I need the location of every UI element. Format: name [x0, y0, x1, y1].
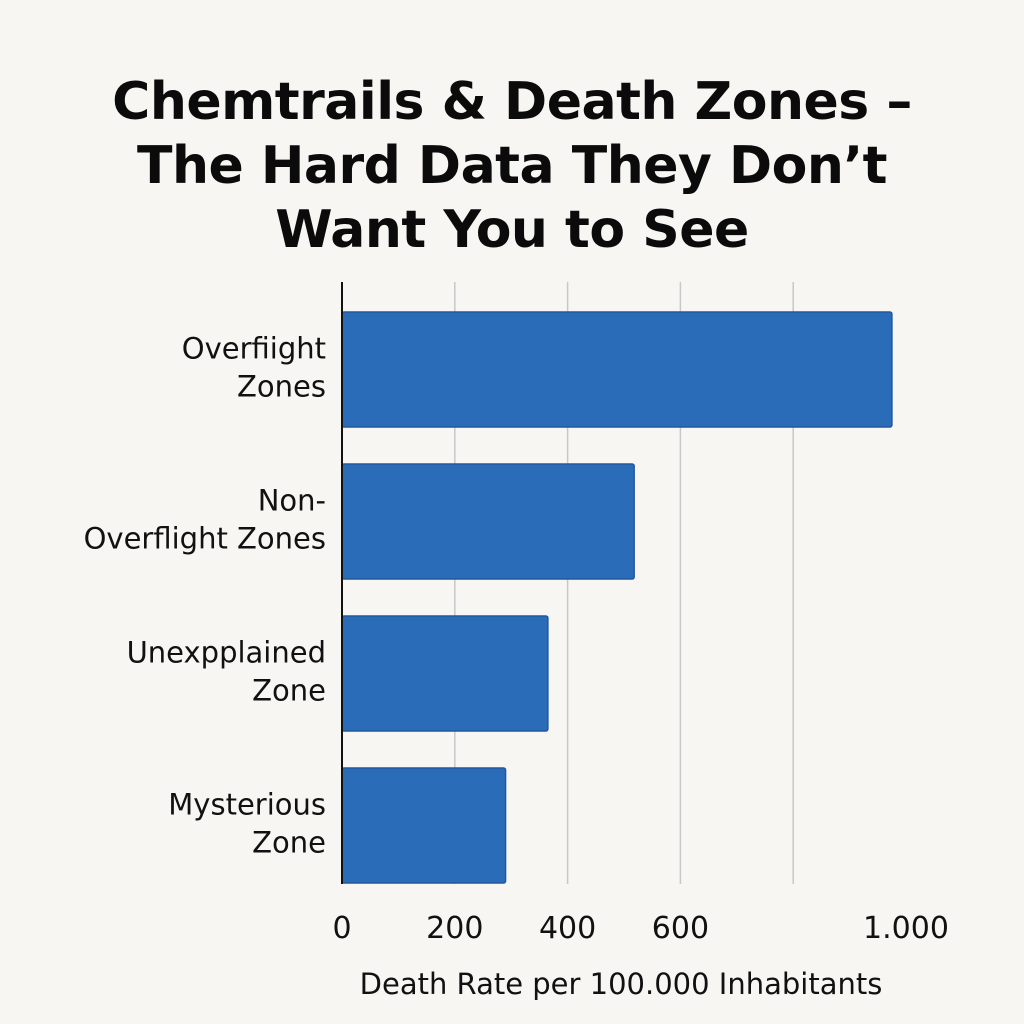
category-label-1: Non- Overflight Zones — [84, 484, 326, 556]
x-tick-label-1: 200 — [426, 911, 483, 946]
category-label-3-line-0: Mysterious — [168, 788, 326, 822]
category-label-2-line-0: Unexpplained — [127, 636, 326, 670]
bar-0 — [341, 311, 893, 428]
chart-title-line-3: Want You to See — [275, 199, 749, 260]
category-label-1-line-0: Non- — [258, 484, 326, 518]
chart-title: Chemtrails & Death Zones – The Hard Data… — [40, 71, 984, 263]
x-tick-label-2: 400 — [539, 911, 596, 946]
chart-title-line-1: Chemtrails & Death Zones – — [112, 71, 912, 132]
category-label-0-line-0: Overfiight — [182, 332, 326, 366]
category-label-2-line-1: Zone — [252, 674, 326, 708]
x-tick-label-4: 1.000 — [863, 911, 949, 946]
category-label-3-line-1: Zone — [252, 826, 326, 860]
category-label-0: Overfiight Zones — [182, 332, 326, 404]
category-label-1-line-1: Overflight Zones — [84, 522, 326, 556]
x-tick-label-0: 0 — [332, 911, 351, 946]
x-axis-label: Death Rate per 100.000 Inhabitants — [360, 967, 883, 1001]
chart-title-line-2: The Hard Data They Don’t — [136, 135, 888, 196]
bar-3 — [341, 767, 507, 884]
x-tick-label-3: 600 — [652, 911, 709, 946]
category-label-0-line-1: Zones — [237, 370, 326, 404]
bar-2 — [341, 615, 549, 732]
bar-1 — [341, 463, 635, 580]
category-label-3: Mysterious Zone — [168, 788, 326, 860]
category-label-2: Unexpplained Zone — [127, 636, 326, 708]
